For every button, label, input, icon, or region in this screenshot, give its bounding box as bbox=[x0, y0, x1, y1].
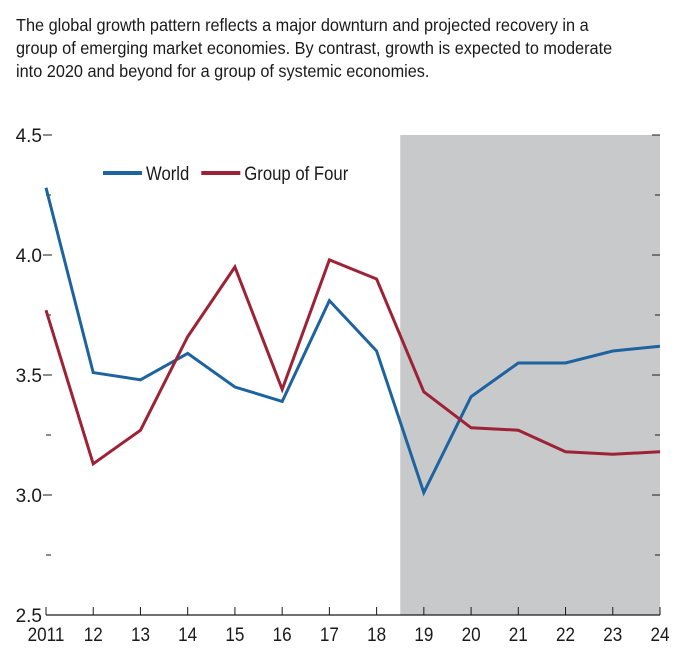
x-tick-label: 20 bbox=[462, 624, 481, 645]
x-tick-label: 23 bbox=[603, 624, 622, 645]
x-tick-label: 18 bbox=[367, 624, 386, 645]
legend-label-world: World bbox=[146, 163, 189, 184]
x-tick-label: 21 bbox=[509, 624, 528, 645]
chart-caption: The global growth pattern reflects a maj… bbox=[16, 15, 613, 81]
legend-label-group-of-four: Group of Four bbox=[244, 163, 348, 184]
x-tick-label: 13 bbox=[131, 624, 150, 645]
x-tick-label: 2011 bbox=[28, 624, 65, 645]
x-tick-label: 15 bbox=[225, 624, 244, 645]
projection-shading bbox=[400, 135, 660, 615]
x-tick-label: 16 bbox=[273, 624, 292, 645]
series-line-world bbox=[44, 187, 661, 497]
y-tick-label: 4.5 bbox=[16, 126, 42, 147]
x-tick-label: 19 bbox=[414, 624, 433, 645]
x-tick-label: 17 bbox=[320, 624, 339, 645]
x-tick-label: 12 bbox=[84, 624, 103, 645]
y-tick-label: 4.0 bbox=[16, 246, 42, 267]
x-tick-label: 22 bbox=[556, 624, 575, 645]
legend: World Group of Four bbox=[103, 163, 348, 184]
x-tick-label: 14 bbox=[178, 624, 197, 645]
x-tick-label: 24 bbox=[650, 624, 669, 645]
y-tick-label: 2.5 bbox=[16, 606, 42, 627]
series-line-group-of-four bbox=[44, 257, 661, 467]
y-tick-label: 3.0 bbox=[16, 486, 42, 507]
y-tick-label: 3.5 bbox=[16, 366, 42, 387]
